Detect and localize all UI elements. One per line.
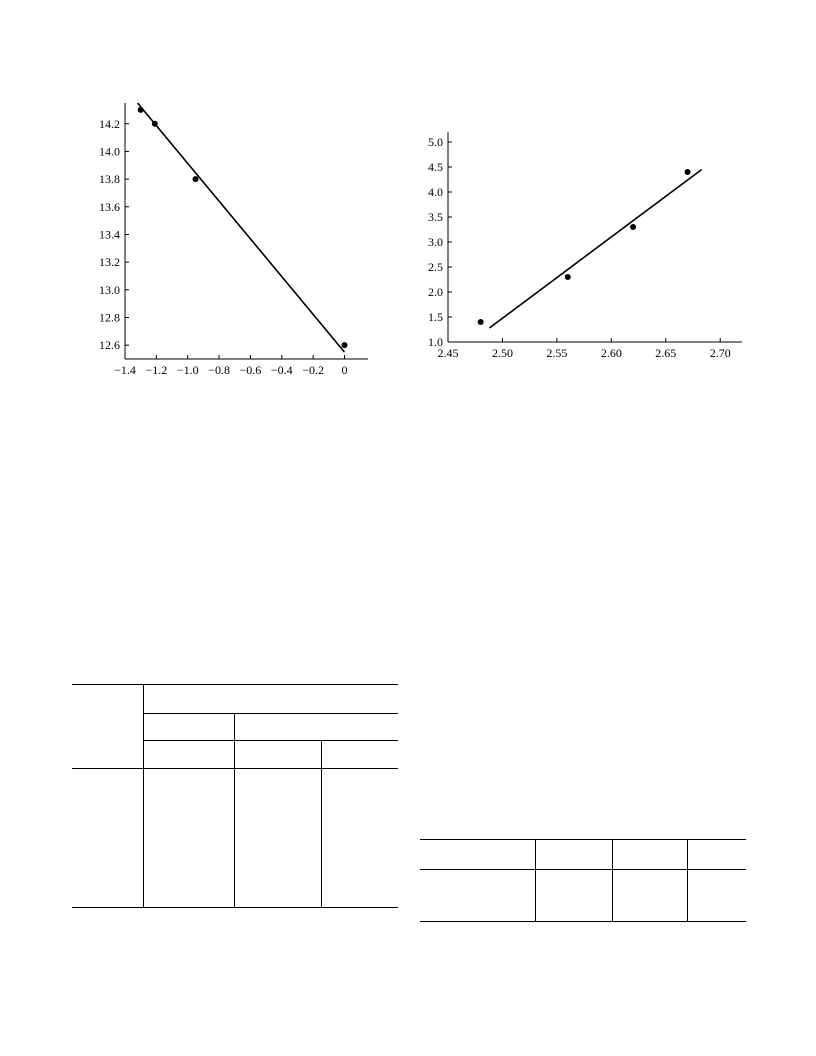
x-tick-label: 2.60 — [601, 346, 622, 360]
y-tick-label: 4.5 — [428, 160, 443, 174]
x-tick-label: 2.65 — [655, 346, 676, 360]
table-right-col-2 — [612, 839, 613, 921]
y-tick-label: 13.6 — [99, 200, 120, 214]
table-right-col-1 — [535, 839, 536, 921]
y-tick-label: 14.0 — [99, 144, 120, 158]
x-tick-label: 2.50 — [492, 346, 513, 360]
y-tick-label: 2.0 — [428, 285, 443, 299]
table-right-col-3 — [687, 839, 688, 921]
x-tick-label: 0 — [341, 363, 347, 377]
data-point — [137, 106, 144, 113]
table-left-rule-sub1 — [143, 713, 398, 714]
x-tick-label: −1.2 — [145, 363, 167, 377]
chart-left: 12.6 12.8 13.0 13.2 13.4 13.6 13.8 14.0 14.2 −1.4… — [70, 95, 380, 385]
x-tick-label: −0.6 — [240, 363, 262, 377]
table-left-rule-bottom — [72, 907, 398, 908]
data-point — [151, 120, 158, 127]
x-tick-label: −0.2 — [302, 363, 324, 377]
x-tick-label: 2.70 — [710, 346, 731, 360]
x-tick-label: 2.45 — [438, 346, 459, 360]
y-tick-label: 13.0 — [99, 283, 120, 297]
y-tick-label: 14.2 — [99, 117, 120, 131]
table-left-col-1 — [143, 684, 144, 907]
data-point — [341, 342, 348, 349]
scatter-plot-left: 12.6 12.8 13.0 13.2 13.4 13.6 13.8 14.0 14.2 −1.4… — [99, 102, 368, 377]
y-tick-label: 12.6 — [99, 338, 120, 352]
y-tick-label: 2.5 — [428, 260, 443, 274]
y-tick-label: 13.8 — [99, 172, 120, 186]
y-tick-label: 5.0 — [428, 135, 443, 149]
x-tick-label: −0.4 — [271, 363, 293, 377]
table-left-rule-sub2 — [143, 740, 398, 741]
x-tick-label: −0.8 — [208, 363, 230, 377]
y-tick-label: 1.0 — [428, 335, 443, 349]
table-right-rule-header — [420, 869, 746, 870]
y-tick-label: 4.0 — [428, 185, 443, 199]
chart-right: 1.0 1.5 2.0 2.5 3.0 3.5 4.0 4.5 5.0 2.45 2.50 2.55 2… — [412, 130, 752, 380]
table-left-col-2 — [234, 713, 235, 907]
y-tick-label: 13.4 — [99, 227, 120, 241]
table-right-rule-top — [420, 839, 746, 840]
y-tick-label: 1.5 — [428, 310, 443, 324]
y-tick-label: 3.0 — [428, 235, 443, 249]
data-point — [477, 319, 484, 325]
data-point — [684, 169, 691, 175]
data-point — [192, 176, 199, 183]
x-tick-label: −1.0 — [177, 363, 199, 377]
table-left-rule-header — [72, 768, 398, 769]
table-left-col-3 — [321, 740, 322, 907]
scatter-plot-right: 1.0 1.5 2.0 2.5 3.0 3.5 4.0 4.5 5.0 2.45 2.50 2.55 2… — [428, 132, 742, 360]
x-tick-label: −1.4 — [114, 363, 136, 377]
y-tick-label: 13.2 — [99, 255, 120, 269]
fit-line — [488, 168, 703, 329]
table-right-rule-bottom — [420, 921, 746, 922]
y-tick-label: 3.5 — [428, 210, 443, 224]
y-tick-label: 12.8 — [99, 310, 120, 324]
x-tick-label: 2.55 — [546, 346, 567, 360]
data-point — [564, 274, 571, 280]
data-point — [630, 224, 637, 230]
fit-line — [136, 102, 346, 353]
table-left-rule-top — [72, 684, 398, 685]
